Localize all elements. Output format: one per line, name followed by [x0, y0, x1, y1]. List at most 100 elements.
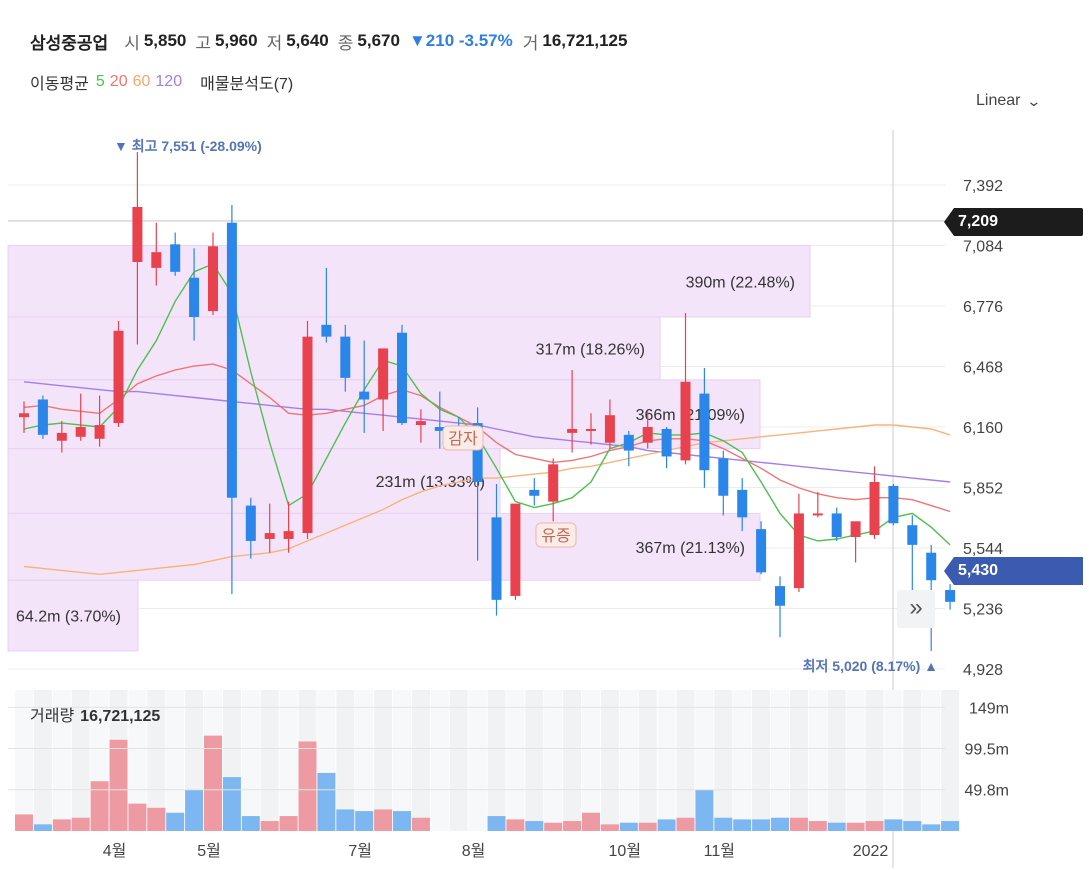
- candle: [37, 395, 48, 439]
- volume-column-bg: [411, 690, 430, 831]
- ma120-line: [23, 381, 951, 483]
- candle: [378, 348, 389, 431]
- candle-body: [359, 391, 370, 400]
- volume-column-bg: [771, 690, 789, 831]
- volume-bar: [619, 822, 638, 831]
- volume-bar: [33, 824, 52, 831]
- candle: [170, 232, 181, 276]
- volume-column-bg: [922, 690, 941, 831]
- volume-bar: [733, 819, 752, 831]
- volume-profile-bar: [7, 579, 139, 652]
- scale-select[interactable]: Linear ⌄: [976, 92, 1042, 110]
- volume-bar: [922, 824, 941, 831]
- volume-bar: [279, 816, 298, 831]
- x-tick-label: 10월: [609, 842, 642, 860]
- volume-profile-bar: [7, 512, 761, 581]
- volume-bar: [166, 812, 185, 831]
- ma-legend-label[interactable]: 이동평균: [30, 76, 89, 93]
- candle-body: [302, 336, 313, 534]
- high-value: 5,960: [215, 31, 258, 50]
- volume-bar: [563, 821, 582, 831]
- volume-bar: [487, 816, 506, 831]
- volume-profile-legend[interactable]: 매물분석도(7): [200, 76, 294, 93]
- ma120-legend[interactable]: 120: [155, 73, 183, 90]
- volume-column-bg: [619, 690, 638, 831]
- candle-body: [699, 393, 710, 471]
- candle: [945, 584, 956, 610]
- candle: [510, 503, 521, 600]
- price-tick-label: 5,852: [963, 481, 1003, 498]
- candle-body: [226, 222, 237, 498]
- volume-column-bg: [15, 690, 33, 831]
- candle-body: [151, 252, 162, 268]
- volume-column-bg: [449, 690, 468, 831]
- candle-body: [604, 415, 615, 443]
- candle: [718, 450, 729, 516]
- volume-column-bg: [714, 690, 733, 831]
- volume-bar: [903, 821, 922, 831]
- candle: [699, 368, 710, 488]
- candle: [888, 483, 899, 526]
- volume-column-bg: [676, 690, 695, 831]
- volume-panel-value: 16,721,125: [80, 708, 161, 725]
- volume-column-bg: [128, 690, 147, 831]
- change-value: ▼210 -3.57%: [408, 31, 513, 50]
- candle: [340, 324, 351, 392]
- candle: [264, 503, 275, 553]
- candle: [56, 421, 67, 453]
- candle: [132, 152, 143, 345]
- volume-bar: [695, 789, 714, 831]
- volume-bar: [241, 816, 260, 831]
- candle-body: [850, 521, 861, 537]
- ma60-legend[interactable]: 60: [132, 73, 151, 90]
- ma5-legend[interactable]: 5: [95, 73, 105, 90]
- volume-bar: [222, 777, 241, 831]
- volume-bar: [752, 819, 771, 831]
- x-tick-label: 8월: [462, 842, 486, 860]
- volume-label: 거: [522, 33, 539, 53]
- candle-body: [888, 485, 899, 524]
- candle: [19, 401, 29, 433]
- candle-body: [907, 525, 918, 545]
- candle-body: [208, 246, 218, 312]
- candle-body: [756, 529, 767, 573]
- volume-column-bg: [582, 690, 600, 831]
- volume-bar: [393, 811, 411, 831]
- volume-profile-label: 390m (22.48%): [686, 274, 795, 291]
- close-label: 종: [337, 33, 354, 53]
- volume-column-bg: [374, 690, 393, 831]
- x-tick-label: 11월: [704, 842, 735, 860]
- volume-bar: [525, 821, 544, 831]
- volume-column-bg: [865, 690, 884, 831]
- volume-column-bg: [52, 690, 71, 831]
- reference-price-tag: 7,209: [944, 208, 1083, 236]
- volume-value: 16,721,125: [542, 31, 628, 50]
- volume-bar: [317, 772, 336, 831]
- volume-panel-title: 거래량: [30, 708, 75, 725]
- candle-body: [378, 348, 389, 400]
- volume-column-bg: [544, 690, 563, 831]
- low-marker-label: 최저 5,020 (8.17%) ▲: [803, 658, 938, 674]
- volume-column-bg: [752, 690, 771, 831]
- scroll-to-latest-button[interactable]: »: [897, 590, 935, 628]
- candle-body: [793, 513, 804, 589]
- volume-bar: [789, 817, 808, 831]
- candle-body: [548, 464, 559, 502]
- candle-body: [945, 590, 956, 602]
- candle: [812, 491, 823, 518]
- ma60-line: [23, 424, 951, 576]
- volume-column-bg: [638, 690, 657, 831]
- candle-body: [812, 513, 823, 516]
- x-tick-label: 7월: [348, 842, 372, 860]
- candle: [434, 391, 445, 449]
- candle-body: [170, 244, 181, 272]
- candle-body: [434, 427, 445, 431]
- candle: [623, 430, 634, 467]
- volume-column-bg: [941, 690, 960, 831]
- candle: [151, 222, 162, 286]
- ma20-legend[interactable]: 20: [109, 73, 128, 90]
- candle: [642, 411, 653, 449]
- volume-bar: [15, 814, 33, 831]
- volume-column-bg: [487, 690, 506, 831]
